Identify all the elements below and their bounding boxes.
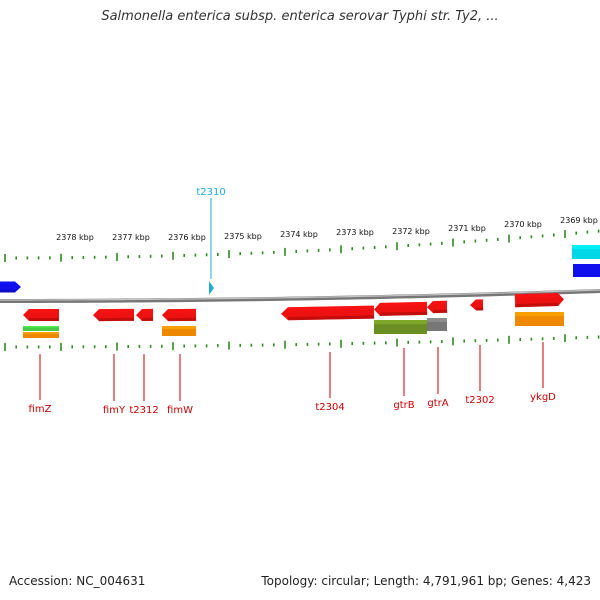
genome-backbone (0, 288, 600, 303)
tick-label: 2375 kbp (224, 232, 262, 241)
gene-label-gtrA: gtrA (427, 398, 448, 409)
domain-fimZ-orange-body (23, 332, 59, 338)
gene-gtrB-highlight (379, 301, 427, 307)
domain-fimW-orange-highlight (162, 326, 196, 329)
feature-labels: fimZ fimY t2312 fimW t2304 gtrB gtrA t2302 ykgD t… (29, 187, 557, 416)
accession-text: Accession: NC_004631 (9, 574, 146, 588)
gene-fimY-highlight (98, 308, 134, 313)
gene-fimY[interactable] (93, 308, 135, 322)
domain-fimW-orange-body (162, 326, 196, 336)
tick-label: 2369 kbp (560, 216, 598, 225)
gene-t2304-highlight (287, 305, 374, 312)
tick-label: 2376 kbp (168, 233, 206, 242)
gene-fimW-shadow (168, 317, 197, 322)
scale-ticks-bottom (4, 334, 600, 351)
trna-t2310[interactable] (209, 281, 214, 295)
gene-label-gtrB: gtrB (393, 400, 414, 411)
domain-fimZ-orange-highlight (23, 332, 59, 334)
feature-track[interactable] (0, 245, 600, 338)
gene-blue-partial-highlight (0, 281, 15, 285)
tick-label: 2371 kbp (448, 224, 486, 233)
gene-t2302-shadow (476, 307, 484, 311)
gene-ykgD-highlight (514, 292, 558, 299)
map-title: Salmonella enterica subsp. enterica sero… (101, 9, 499, 24)
domain-gtrB-olive (374, 320, 427, 334)
backbone-line (0, 288, 600, 303)
domain-ykgD-orange-highlight (515, 312, 564, 317)
gene-t2304[interactable] (281, 305, 375, 321)
gene-label-fimY: fimY (103, 405, 126, 416)
gene-blue-partial[interactable] (0, 281, 21, 293)
gene-fimW[interactable] (162, 308, 197, 322)
tick-label: 2377 kbp (112, 233, 150, 242)
gene-gtrB-shadow (380, 311, 428, 316)
label-leader-lines (39, 198, 544, 401)
gene-label-t2302: t2302 (465, 395, 494, 406)
rna-label-t2310: t2310 (196, 187, 225, 198)
gene-fimZ[interactable] (23, 308, 60, 322)
gene-gtrA-highlight (432, 300, 447, 305)
topology-summary: Topology: circular; Length: 4,791,961 bp… (261, 574, 591, 588)
tick-label: 2373 kbp (336, 228, 374, 237)
gene-ykgD-shadow (515, 302, 559, 308)
scale-tick-labels: 2378 kbp 2377 kbp 2376 kbp 2375 kbp 2374 kbp… (56, 216, 598, 242)
gene-gtrB[interactable] (374, 301, 428, 316)
gene-gtrA[interactable] (427, 300, 448, 314)
gene-fimZ-highlight (28, 308, 59, 313)
backbone-highlight (0, 289, 600, 301)
gene-label-ykgD: ykgD (530, 392, 556, 403)
tick-label: 2370 kbp (504, 220, 542, 229)
feature-cyan-partial-highlight (572, 245, 600, 250)
domain-fimZ-green (23, 326, 59, 331)
gene-t2302[interactable] (470, 299, 484, 311)
domain-gtrB-gray-highlight (427, 318, 447, 322)
gene-fimY-shadow (99, 317, 135, 322)
gene-blue-right-partial[interactable] (573, 264, 600, 277)
gene-label-t2312: t2312 (129, 405, 158, 416)
scale-ticks-top (4, 229, 600, 262)
gene-label-fimZ: fimZ (29, 404, 52, 415)
domain-gtrB-gray (427, 318, 447, 331)
domain-fimZ-green-highlight (23, 326, 59, 328)
gene-fimW-highlight (167, 308, 196, 313)
domain-fimW-orange (162, 326, 196, 336)
domain-gtrB-olive-highlight (374, 320, 427, 325)
gene-t2302-highlight (475, 299, 483, 303)
tick-label: 2372 kbp (392, 227, 430, 236)
gene-t2312-highlight (141, 308, 153, 313)
gene-label-t2304: t2304 (315, 402, 344, 413)
gene-gtrA-shadow (433, 309, 448, 314)
tick-label: 2378 kbp (56, 233, 94, 242)
gene-blue-partial-shadow (0, 289, 16, 293)
domain-fimZ-green-body (23, 326, 59, 331)
tick-label: 2374 kbp (280, 230, 318, 239)
gene-fimZ-shadow (29, 317, 60, 322)
gene-ykgD[interactable] (514, 292, 564, 308)
gene-label-fimW: fimW (167, 405, 193, 416)
gene-t2304-shadow (288, 315, 375, 321)
gene-t2312[interactable] (136, 308, 154, 322)
gene-t2312-shadow (142, 317, 154, 322)
feature-cyan-partial (572, 245, 600, 259)
domain-ykgD-orange (515, 312, 564, 326)
domain-fimZ-orange (23, 332, 59, 338)
